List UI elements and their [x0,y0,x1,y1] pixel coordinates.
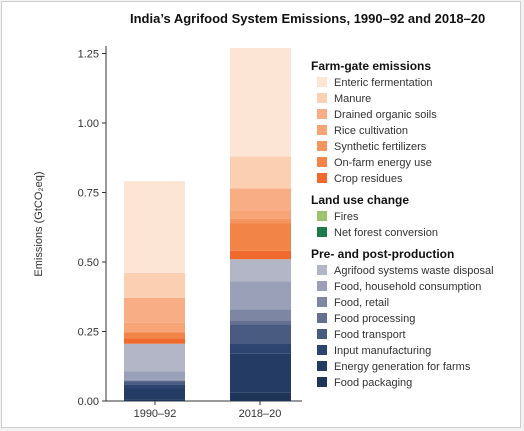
legend-item-label: Manure [334,93,371,105]
bar-segment-drained-organic-soils [124,297,185,323]
bar-segment-on-farm-energy-use [230,223,291,251]
bar-segment-crop-residues [230,250,291,260]
bar-segment-energy-generation-for-farms [230,353,291,393]
legend-group-heading: Farm-gate emissions [311,59,431,73]
legend-item-label: Food, retail [334,297,389,309]
bar-segment-manure [124,272,185,298]
bar-segment-food-retail [230,309,291,321]
legend-item-label: Agrifood systems waste disposal [334,265,494,277]
legend-swatch [317,265,327,275]
bar-segment-rice-cultivation [230,210,291,219]
legend-swatch [317,141,327,151]
bar-segment-crop-residues [124,338,185,344]
y-tick-label: 0.75 [78,188,99,200]
bar-segment-food-processing [230,320,291,325]
bar-segment-drained-organic-soils [230,188,291,211]
bar-segment-agrifood-systems-waste-disposal [124,343,185,372]
x-tick-label: 1990–92 [134,408,177,420]
legend-group-heading: Land use change [311,193,409,207]
bar-segment-food-household-consumption [230,281,291,310]
y-tick-label: 0.00 [78,396,99,408]
y-tick-label: 1.25 [78,49,99,61]
legend-item-label: Rice cultivation [334,125,408,137]
legend-swatch [317,109,327,119]
y-tick-label: 0.50 [78,257,99,269]
legend-item-label: Food processing [334,313,415,325]
legend-item-label: Net forest conversion [334,227,438,239]
legend-item-label: Drained organic soils [334,109,437,121]
bar-segment-enteric-fermentation [230,47,291,157]
legend-item-label: Food packaging [334,377,412,389]
legend-item-label: Fires [334,211,359,223]
legend-swatch [317,227,327,237]
bar-segment-food-transport [230,324,291,345]
legend-item-label: Energy generation for farms [334,361,471,373]
bar-segment-rice-cultivation [124,322,185,332]
bar-segment-synthetic-fertilizers [124,331,185,333]
legend-group-heading: Pre- and post-production [311,247,454,261]
bar-segment-food-processing [124,380,185,382]
legend-swatch [317,211,327,221]
x-tick-label: 2018–20 [239,408,282,420]
bar-segment-on-farm-energy-use [124,332,185,339]
legend-swatch [317,313,327,323]
legend-swatch [317,329,327,339]
y-tick-label: 0.25 [78,327,99,339]
legend-item-label: Synthetic fertilizers [334,141,427,153]
plot-area: 0.00 0.25 0.50 0.75 1.00 1.25 Emissions (GtCO₂… [33,46,302,420]
bar-segment-food-packaging [124,399,185,401]
bar-segment-synthetic-fertilizers [230,218,291,224]
bar-segment-food-retail [124,379,185,381]
bar-segment-energy-generation-for-farms [124,388,185,400]
bar-segment-input-manufacturing [124,384,185,389]
legend-item-label: On-farm energy use [334,157,432,169]
legend-swatch [317,77,327,87]
legend-swatch [317,377,327,387]
legend: Farm-gate emissions Enteric fermentation M… [311,59,494,389]
legend-item-label: Food transport [334,329,406,341]
legend-item-label: Food, household consumption [334,281,481,293]
bar-segment-manure [230,156,291,189]
legend-swatch [317,173,327,183]
legend-swatch [317,361,327,371]
legend-swatch [317,93,327,103]
legend-item-label: Enteric fermentation [334,77,432,89]
legend-item-label: Input manufacturing [334,345,431,357]
y-axis-label: Emissions (GtCO₂eq) [33,171,45,276]
y-tick-label: 1.00 [78,118,99,130]
legend-swatch [317,345,327,355]
bar-segment-food-household-consumption [124,371,185,380]
chart-title: India’s Agrifood System Emissions, 1990–… [130,11,485,26]
legend-swatch [317,125,327,135]
bar-segment-food-packaging [230,392,291,401]
legend-item-label: Crop residues [334,173,403,185]
bar-segment-agrifood-systems-waste-disposal [230,259,291,282]
bar-segment-food-transport [124,381,185,385]
legend-swatch [317,281,327,291]
legend-swatch [317,297,327,307]
legend-swatch [317,157,327,167]
bar-segment-input-manufacturing [230,344,291,354]
bar-segment-enteric-fermentation [124,181,185,273]
